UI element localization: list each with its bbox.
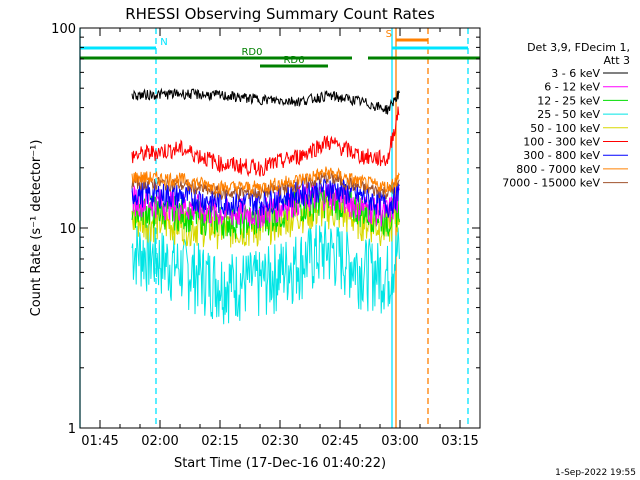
- legend-label-7000-15000-kev: 7000 - 15000 keV: [502, 177, 600, 190]
- x-tick-label-3: 02:30: [261, 434, 298, 449]
- series-line-25-50-kev: [131, 221, 400, 325]
- status-bar-label-s: S: [386, 29, 392, 40]
- x-axis-label: Start Time (17-Dec-16 01:40:22): [174, 456, 386, 471]
- status-bar-label-rd0: RD0: [241, 47, 262, 58]
- footer-timestamp: 1-Sep-2022 19:55: [555, 468, 636, 478]
- x-tick-label-4: 02:45: [321, 434, 358, 449]
- x-tick-label-6: 03:15: [441, 434, 478, 449]
- series-line-6-12-kev: [131, 181, 400, 229]
- status-bar-label-n: N: [160, 37, 167, 48]
- y-tick-label-0: 1: [68, 422, 76, 437]
- x-tick-label-5: 03:00: [381, 434, 418, 449]
- legend-label-100-300-kev: 100 - 300 keV: [523, 136, 600, 149]
- legend-label-12-25-kev: 12 - 25 keV: [537, 94, 600, 107]
- series-line-800-7000-kev: [131, 166, 400, 195]
- series-line-3-6-kev: [131, 87, 400, 115]
- y-tick-label-2: 100: [51, 22, 76, 37]
- y-axis-label: Count Rate (s⁻¹ detector⁻¹): [29, 140, 44, 317]
- status-bar-label-rd6: RD6: [283, 55, 304, 66]
- legend-label-6-12-kev: 6 - 12 keV: [544, 81, 600, 94]
- legend-label-50-100-kev: 50 - 100 keV: [530, 122, 600, 135]
- legend-label-800-7000-kev: 800 - 7000 keV: [516, 163, 600, 176]
- x-tick-label-1: 02:00: [141, 434, 178, 449]
- y-tick-label-1: 10: [59, 222, 76, 237]
- x-tick-label-2: 02:15: [201, 434, 238, 449]
- legend-header-1: Att 3: [604, 54, 630, 67]
- legend-header-0: Det 3,9, FDecim 1,: [527, 41, 630, 54]
- x-tick-label-0: 01:45: [81, 434, 118, 449]
- series-line-100-300-kev: [131, 106, 400, 178]
- legend-label-3-6-kev: 3 - 6 keV: [551, 67, 600, 80]
- chart-title: RHESSI Observing Summary Count Rates: [125, 5, 435, 23]
- series-line-50-100-kev: [131, 192, 400, 250]
- legend-label-300-800-kev: 300 - 800 keV: [523, 149, 600, 162]
- legend-label-25-50-kev: 25 - 50 keV: [537, 108, 600, 121]
